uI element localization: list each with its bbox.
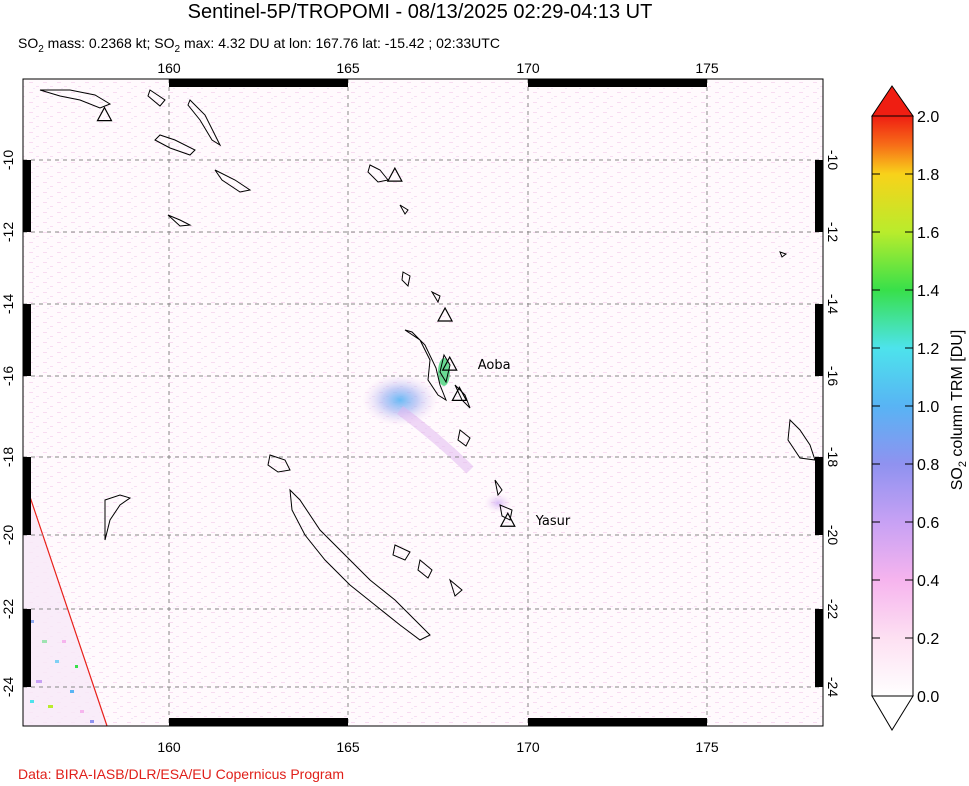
swath-boundary-line — [24, 481, 108, 726]
so2-subscript-b: 2 — [174, 43, 181, 55]
coast-loyalty-b — [417, 559, 433, 579]
coast-solomon-b — [147, 89, 166, 107]
lat-tick-right-m22: -22 — [825, 599, 841, 619]
colorbar-tick-label: 1.2 — [917, 341, 939, 358]
lat-tick-left-m14: -14 — [0, 294, 16, 314]
colorbar-min-extend-arrow — [871, 695, 914, 731]
colorbar-ticks: 0.0 0.2 0.4 0.6 0.8 1.0 1.2 1.4 1.6 1.8 2.0 — [872, 109, 939, 706]
colorbar-tick-label: 0.0 — [917, 689, 939, 706]
coast-tanna — [499, 504, 513, 521]
so2-subscript-a: 2 — [38, 43, 44, 55]
volcano-markers — [96, 106, 516, 527]
lat-tick-right-m18: -18 — [825, 447, 841, 467]
colorbar-axis-sub: 2 — [957, 461, 969, 467]
data-credit: Data: BIRA-IASB/DLR/ESA/EU Copernicus Pr… — [18, 766, 345, 782]
coast-reef-west — [104, 494, 132, 541]
coast-maewo-ambae — [439, 353, 451, 384]
lat-tick-left-m10: -10 — [0, 150, 16, 170]
colorbar-tick-label: 1.0 — [917, 399, 939, 416]
colorbar-axis-label: SO2 column TRM [DU] — [949, 330, 969, 491]
colorbar-tick-label: 1.4 — [917, 283, 939, 300]
map-frame — [22, 78, 824, 727]
lon-tick-bottom-165: 165 — [336, 739, 360, 755]
coast-new-caledonia — [289, 488, 431, 641]
lat-tick-left-m24: -24 — [0, 677, 16, 697]
coast-solomon-a — [39, 89, 112, 109]
lat-tick-right-m24: -24 — [825, 677, 841, 697]
coast-guadalcanal — [154, 134, 196, 156]
so2-plume-yasur — [484, 493, 512, 513]
coast-efate — [457, 429, 471, 447]
coast-torres — [401, 271, 411, 288]
volcano-marker-icon — [437, 306, 454, 322]
lat-tick-right-m16: -16 — [825, 366, 841, 386]
volcano-labels: Aoba Yasur — [478, 358, 571, 529]
lon-tick-top-175: 175 — [695, 60, 719, 76]
coast-malaita — [187, 99, 222, 147]
frame-border-segments — [23, 79, 823, 726]
lon-tick-top-170: 170 — [516, 60, 540, 76]
colorbar-tick-label: 0.8 — [917, 457, 939, 474]
coast-loyalty-a — [392, 544, 411, 561]
colorbar-axis-suffix: column TRM [DU] — [949, 330, 966, 461]
lat-tick-right-m20: -20 — [825, 525, 841, 545]
so2-field — [23, 79, 823, 726]
volcano-marker-icon — [386, 166, 403, 182]
lon-tick-top-165: 165 — [336, 60, 360, 76]
so2-label-a: SO — [18, 35, 39, 51]
lon-tick-top-160: 160 — [157, 60, 181, 76]
lat-tick-left-m16: -16 — [0, 366, 16, 386]
lon-tick-bottom-160: 160 — [157, 739, 181, 755]
lon-tick-bottom-175: 175 — [695, 739, 719, 755]
lat-tick-left-m20: -20 — [0, 525, 16, 545]
volcano-marker-icon — [451, 386, 468, 401]
colorbar-tick-label: 2.0 — [917, 109, 939, 126]
coast-islet-1 — [399, 204, 409, 215]
coast-banks — [430, 290, 441, 304]
coast-espiritu-santo — [404, 329, 448, 402]
so2-mass-text: mass: 0.2368 kt; — [43, 35, 155, 51]
volcano-marker-icon — [441, 355, 458, 371]
coastlines — [39, 89, 816, 641]
lat-tick-right-m10: -10 — [825, 150, 841, 170]
volcano-label: Aoba — [478, 358, 511, 373]
volcano-marker-icon — [499, 511, 516, 527]
colorbar-tick-label: 0.4 — [917, 573, 939, 590]
so2-summary: SO2 mass: 0.2368 kt; SO2 max: 4.32 DU at… — [18, 34, 500, 59]
coast-santa-cruz — [367, 164, 389, 183]
volcano-marker-icon — [96, 106, 113, 122]
colorbar: 0.0 0.2 0.4 0.6 0.8 1.0 1.2 1.4 1.6 1.8 2.0 SO2 co… — [871, 85, 969, 731]
coast-erromango — [494, 479, 503, 497]
so2-max-text: max: 4.32 DU at lon: 167.76 lat: -15.42 … — [180, 35, 500, 51]
so2-label-b: SO — [154, 35, 175, 51]
lat-tick-left-m18: -18 — [0, 447, 16, 467]
coast-chesterfield — [267, 454, 291, 473]
coast-islet-east — [779, 251, 788, 258]
colorbar-max-extend-arrow — [871, 85, 914, 117]
colorbar-tick-label: 1.6 — [917, 225, 939, 242]
colorbar-tick-label: 0.6 — [917, 515, 939, 532]
volcano-label: Yasur — [535, 514, 571, 529]
lat-tick-left-m22: -22 — [0, 599, 16, 619]
colorbar-axis-so: SO — [949, 467, 966, 490]
coast-loyalty-c — [449, 578, 463, 597]
colorbar-tick-label: 0.2 — [917, 631, 939, 648]
colorbar-tick-label: 1.8 — [917, 167, 939, 184]
lon-tick-bottom-170: 170 — [516, 739, 540, 755]
coast-rennell — [167, 214, 192, 227]
so2-plume-aoba — [362, 374, 438, 426]
map-title: Sentinel-5P/TROPOMI - 08/13/2025 02:29-0… — [187, 1, 653, 23]
coast-makira — [214, 169, 252, 193]
lat-tick-left-m12: -12 — [0, 222, 16, 242]
lat-tick-right-m14: -14 — [825, 294, 841, 314]
grid-lines — [23, 79, 823, 726]
lat-tick-right-m12: -12 — [825, 222, 841, 242]
